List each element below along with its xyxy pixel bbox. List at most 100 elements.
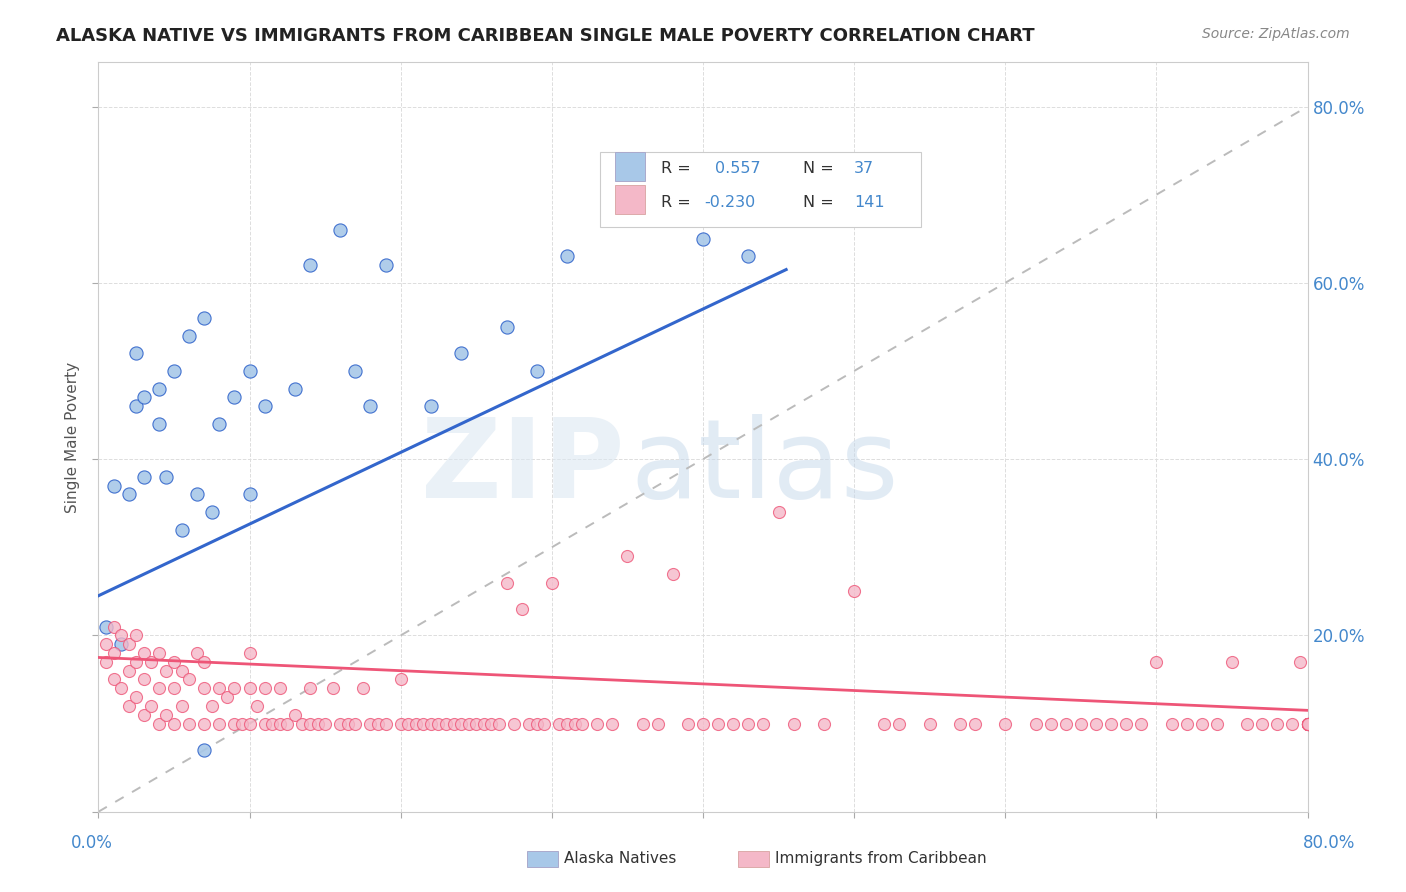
Point: [299, 681, 322, 696]
Point: [1085, 716, 1108, 731]
Point: [918, 716, 941, 731]
Point: [132, 646, 155, 660]
Point: [163, 364, 186, 378]
Point: [118, 664, 141, 678]
Point: [526, 716, 548, 731]
Point: [118, 637, 141, 651]
Point: [1175, 716, 1198, 731]
FancyBboxPatch shape: [614, 153, 645, 181]
Point: [420, 399, 443, 413]
Point: [224, 391, 246, 405]
Point: [163, 681, 186, 696]
Text: 141: 141: [855, 195, 884, 210]
Point: [412, 716, 434, 731]
Point: [155, 469, 177, 483]
Point: [110, 637, 132, 651]
Point: [239, 716, 262, 731]
Point: [1191, 716, 1213, 731]
Point: [510, 602, 533, 616]
Point: [269, 681, 291, 696]
Point: [253, 716, 276, 731]
Point: [239, 487, 262, 501]
Point: [193, 655, 215, 669]
Point: [389, 716, 412, 731]
Text: R =: R =: [661, 161, 690, 177]
Point: [692, 232, 714, 246]
Point: [132, 707, 155, 722]
Point: [269, 716, 291, 731]
Point: [844, 584, 866, 599]
Point: [125, 690, 148, 705]
Point: [110, 681, 132, 696]
Point: [616, 549, 638, 563]
Text: -0.230: -0.230: [704, 195, 755, 210]
Point: [1296, 716, 1319, 731]
Point: [1267, 716, 1289, 731]
Point: [193, 681, 215, 696]
Point: [1024, 716, 1046, 731]
Point: [94, 655, 117, 669]
Point: [322, 681, 344, 696]
Point: [246, 698, 269, 713]
Point: [465, 716, 488, 731]
Point: [155, 707, 177, 722]
Point: [396, 716, 419, 731]
Point: [352, 681, 374, 696]
Y-axis label: Single Male Poverty: Single Male Poverty: [65, 361, 80, 513]
Point: [1039, 716, 1062, 731]
Point: [132, 391, 155, 405]
Point: [420, 716, 443, 731]
Point: [284, 382, 307, 396]
Point: [1070, 716, 1092, 731]
Point: [434, 716, 457, 731]
FancyBboxPatch shape: [600, 153, 921, 227]
Text: Immigrants from Caribbean: Immigrants from Caribbean: [775, 851, 987, 865]
Point: [125, 655, 148, 669]
Text: Source: ZipAtlas.com: Source: ZipAtlas.com: [1202, 27, 1350, 41]
Point: [676, 716, 699, 731]
Point: [586, 716, 609, 731]
Point: [965, 716, 987, 731]
Point: [224, 716, 246, 731]
Point: [215, 690, 238, 705]
Point: [208, 716, 231, 731]
Point: [526, 364, 548, 378]
Point: [813, 716, 835, 731]
Point: [125, 399, 148, 413]
Point: [405, 716, 427, 731]
Point: [503, 716, 526, 731]
Point: [533, 716, 555, 731]
Point: [571, 716, 593, 731]
Point: [481, 716, 503, 731]
Point: [132, 469, 155, 483]
Point: [949, 716, 972, 731]
Point: [239, 364, 262, 378]
Text: atlas: atlas: [630, 414, 898, 521]
Point: [170, 664, 193, 678]
Point: [329, 223, 352, 237]
FancyBboxPatch shape: [614, 186, 645, 214]
Point: [163, 655, 186, 669]
Point: [284, 707, 307, 722]
Point: [374, 716, 396, 731]
Point: [307, 716, 329, 731]
Point: [179, 716, 201, 731]
Point: [495, 575, 517, 590]
Text: 80.0%: 80.0%: [1302, 834, 1355, 852]
Point: [1296, 716, 1319, 731]
Point: [602, 716, 624, 731]
Text: N =: N =: [803, 195, 834, 210]
Point: [540, 575, 562, 590]
Point: [555, 716, 578, 731]
Point: [1281, 716, 1303, 731]
Point: [336, 716, 359, 731]
Point: [1160, 716, 1182, 731]
Point: [262, 716, 284, 731]
Point: [647, 716, 669, 731]
Point: [707, 716, 730, 731]
Point: [291, 716, 314, 731]
Point: [472, 716, 495, 731]
Point: [1296, 716, 1319, 731]
Point: [125, 628, 148, 642]
Point: [994, 716, 1017, 731]
